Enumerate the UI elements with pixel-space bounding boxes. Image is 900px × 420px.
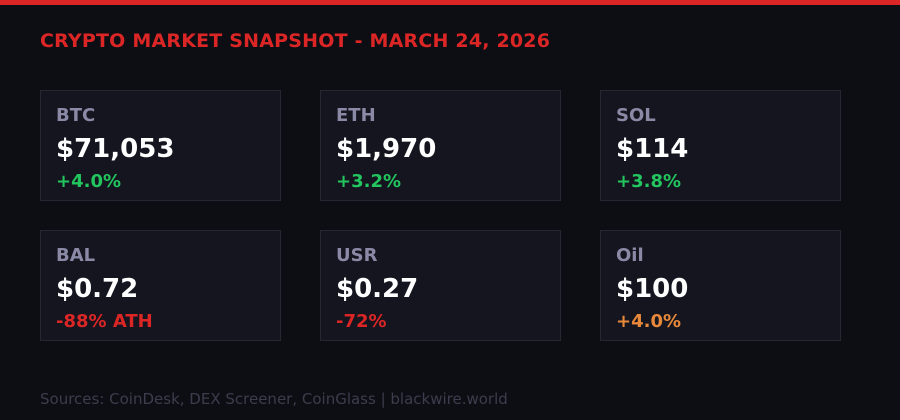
asset-label: BTC [56, 105, 96, 126]
asset-card-btc: BTC $71,053 +4.0% [40, 90, 281, 201]
asset-card-oil: Oil $100 +4.0% [600, 230, 841, 341]
asset-price: $1,970 [336, 134, 437, 164]
asset-card-eth: ETH $1,970 +3.2% [320, 90, 561, 201]
asset-price: $0.27 [336, 274, 419, 304]
page-title: CRYPTO MARKET SNAPSHOT - MARCH 24, 2026 [40, 30, 551, 52]
asset-change: +4.0% [56, 171, 122, 192]
asset-change: +3.2% [336, 171, 402, 192]
asset-card-bal: BAL $0.72 -88% ATH [40, 230, 281, 341]
asset-label: USR [336, 245, 378, 266]
asset-price: $100 [616, 274, 689, 304]
asset-label: BAL [56, 245, 96, 266]
top-accent-bar [0, 0, 900, 5]
asset-price: $71,053 [56, 134, 175, 164]
asset-label: Oil [616, 245, 644, 266]
asset-price: $0.72 [56, 274, 139, 304]
asset-change: +3.8% [616, 171, 682, 192]
asset-change: -88% ATH [56, 311, 153, 332]
sources-footer: Sources: CoinDesk, DEX Screener, CoinGla… [40, 390, 508, 408]
asset-card-sol: SOL $114 +3.8% [600, 90, 841, 201]
asset-change: +4.0% [616, 311, 682, 332]
asset-label: ETH [336, 105, 376, 126]
asset-price: $114 [616, 134, 689, 164]
asset-card-usr: USR $0.27 -72% [320, 230, 561, 341]
asset-change: -72% [336, 311, 387, 332]
asset-label: SOL [616, 105, 656, 126]
